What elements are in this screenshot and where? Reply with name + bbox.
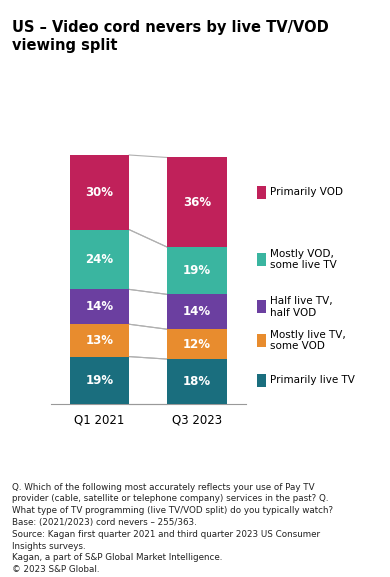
Text: Primarily VOD: Primarily VOD <box>270 188 343 197</box>
Text: 30%: 30% <box>85 186 113 199</box>
Bar <box>167 329 227 359</box>
Text: 19%: 19% <box>183 264 211 277</box>
Text: 13%: 13% <box>85 334 113 347</box>
Bar <box>70 155 129 230</box>
Text: 14%: 14% <box>183 305 211 319</box>
Text: Q. Which of the following most accurately reflects your use of Pay TV
provider (: Q. Which of the following most accuratel… <box>12 482 333 574</box>
Bar <box>167 158 227 247</box>
Text: Primarily live TV: Primarily live TV <box>270 375 355 385</box>
Bar <box>70 324 129 357</box>
Text: 18%: 18% <box>183 375 211 388</box>
Bar <box>167 359 227 404</box>
Text: Mostly VOD,
some live TV: Mostly VOD, some live TV <box>270 249 337 271</box>
Bar <box>70 357 129 404</box>
Text: 24%: 24% <box>85 253 113 266</box>
Bar <box>167 294 227 329</box>
Text: 19%: 19% <box>85 374 113 387</box>
Text: 36%: 36% <box>183 196 211 209</box>
Text: US – Video cord nevers by live TV/VOD
viewing split: US – Video cord nevers by live TV/VOD vi… <box>12 20 328 53</box>
Bar <box>70 230 129 290</box>
Bar <box>167 247 227 294</box>
Bar <box>70 290 129 324</box>
Text: Half live TV,
half VOD: Half live TV, half VOD <box>270 296 333 317</box>
Text: Mostly live TV,
some VOD: Mostly live TV, some VOD <box>270 329 346 351</box>
Text: 14%: 14% <box>85 300 113 313</box>
Text: 12%: 12% <box>183 338 211 351</box>
